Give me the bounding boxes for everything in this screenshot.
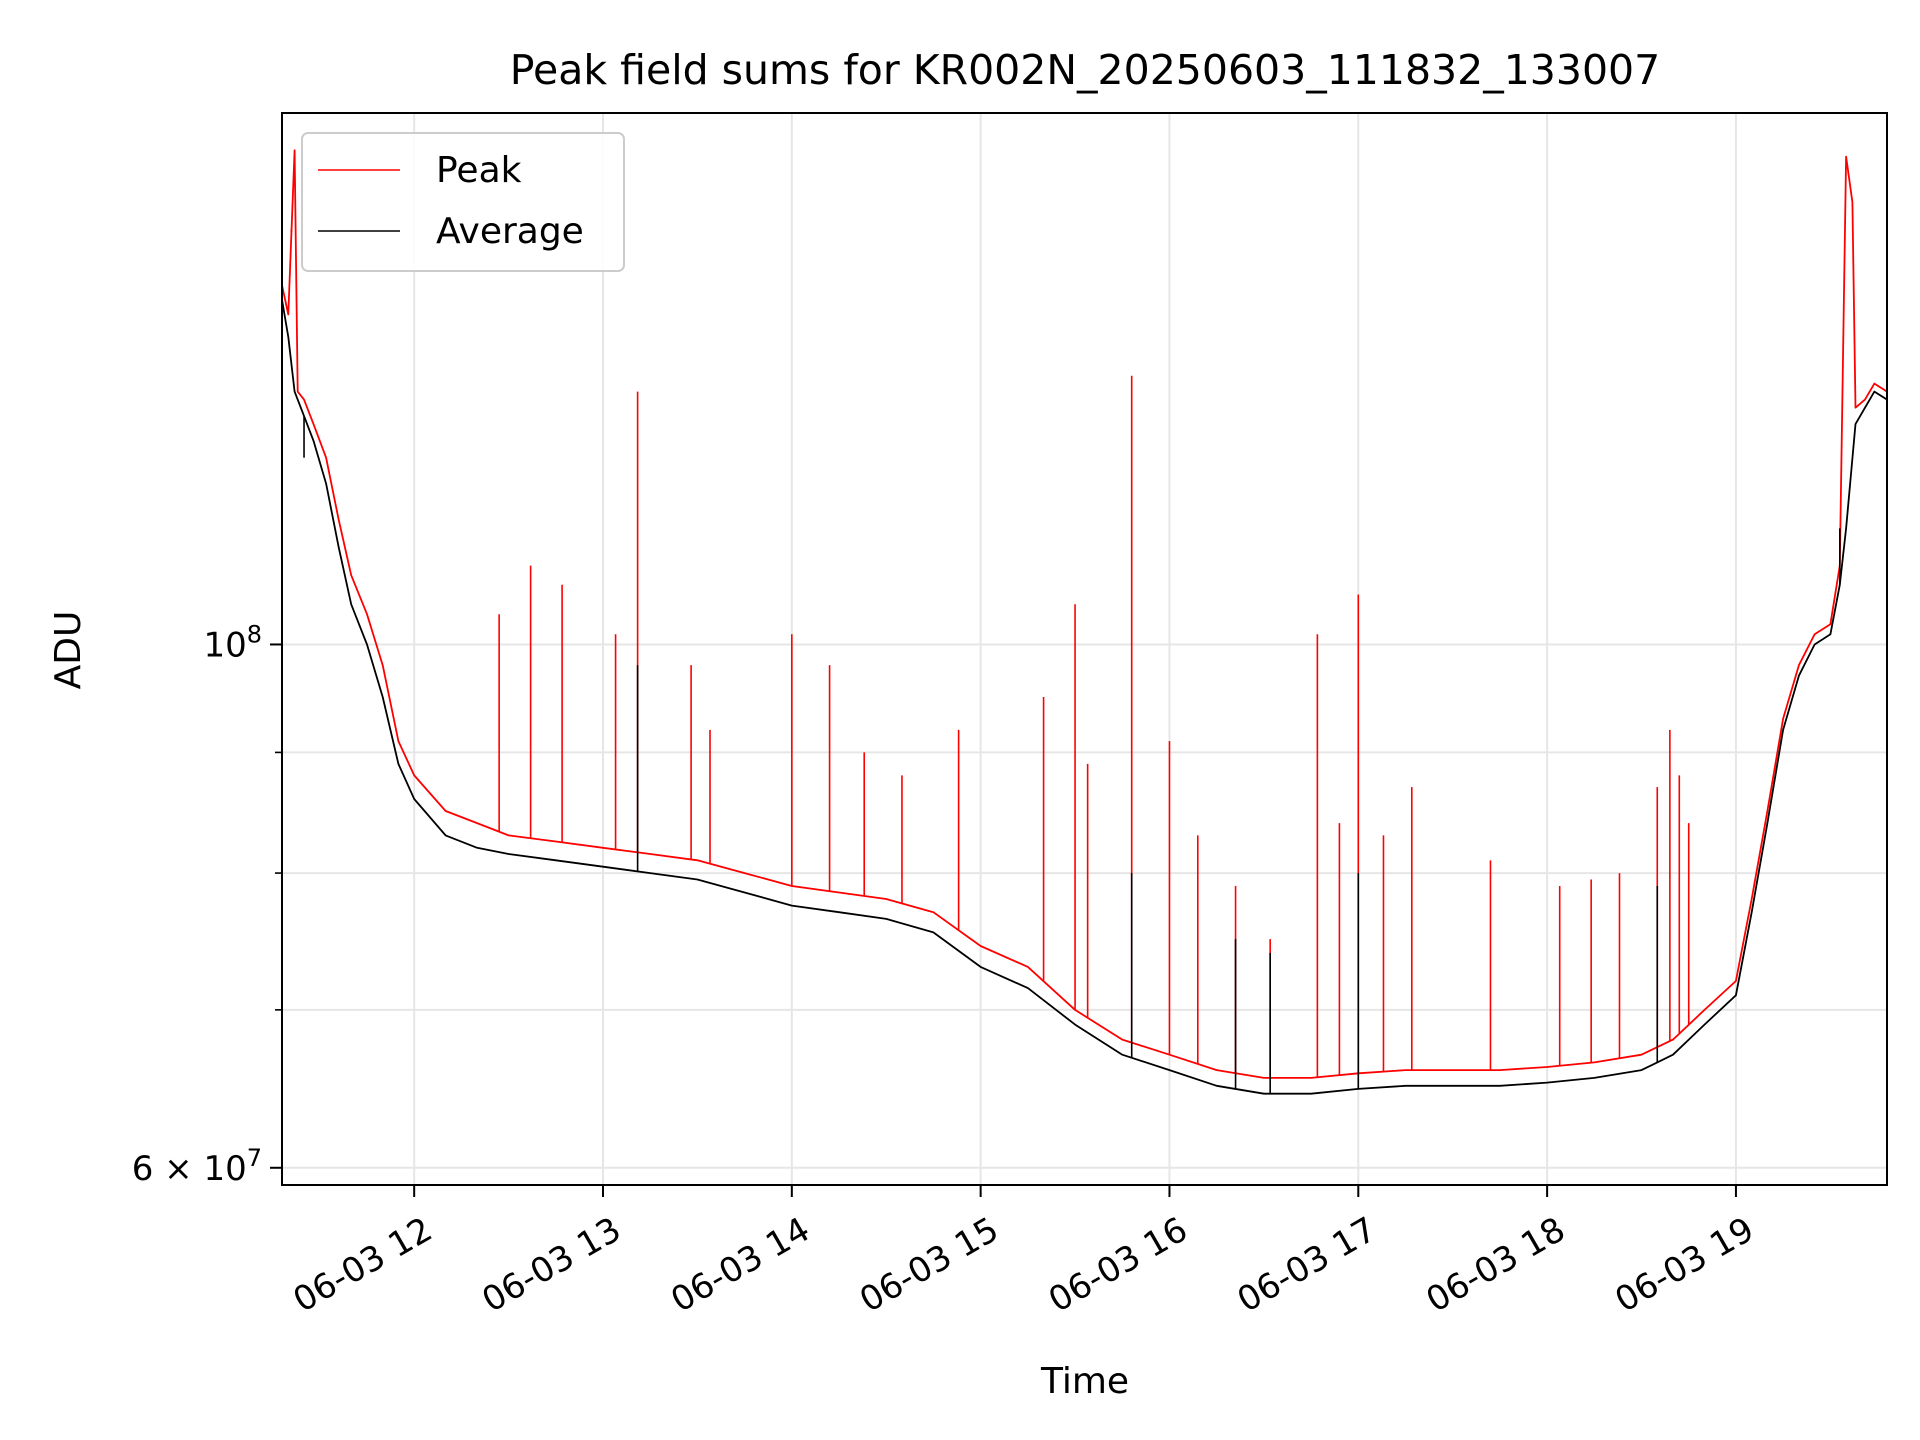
y-axis-label: ADU [48, 611, 89, 690]
legend: Peak Average [301, 132, 625, 272]
series-layer [282, 149, 1887, 1095]
chart-title: Peak field sums for KR002N_20250603_1118… [510, 46, 1660, 94]
series-line-peak [282, 149, 1887, 1079]
legend-box [301, 132, 625, 272]
y-tick-label: 108 [203, 620, 262, 665]
x-axis-label: Time [1040, 1361, 1129, 1402]
y-tick-label: 6 × 107 [132, 1144, 262, 1189]
legend-label-average: Average [436, 211, 584, 252]
y-axis: 6 × 107 108 [132, 620, 282, 1189]
plot-frame [281, 112, 1888, 1186]
series-line-average [282, 299, 1887, 1095]
legend-label-peak: Peak [436, 150, 522, 191]
